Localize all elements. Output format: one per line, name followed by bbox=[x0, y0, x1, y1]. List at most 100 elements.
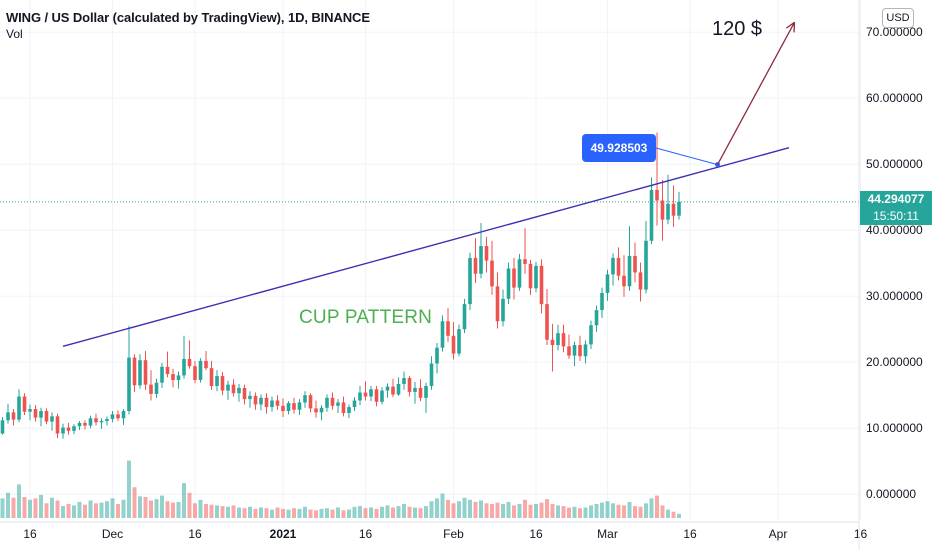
candle bbox=[440, 315, 445, 352]
candle-body bbox=[446, 321, 450, 336]
candle bbox=[286, 401, 291, 415]
volume-bar bbox=[440, 493, 445, 518]
volume-bar bbox=[418, 508, 423, 518]
candle-body bbox=[154, 382, 159, 394]
pattern-label[interactable]: CUP PATTERN bbox=[299, 307, 433, 328]
y-tick-label: 70.000000 bbox=[866, 25, 923, 39]
candle-body bbox=[374, 389, 379, 402]
volume-bar bbox=[424, 506, 428, 518]
target-label[interactable]: 120 $ bbox=[712, 18, 763, 40]
candle bbox=[413, 382, 417, 404]
candle bbox=[677, 191, 681, 220]
candle bbox=[11, 409, 16, 426]
candle bbox=[226, 380, 230, 400]
symbol-title: WING / US Dollar (calculated by TradingV… bbox=[6, 10, 370, 25]
volume-bar bbox=[160, 495, 164, 518]
currency-button[interactable]: USD bbox=[882, 8, 914, 28]
candle-body bbox=[545, 304, 549, 340]
candle bbox=[572, 341, 577, 367]
candle-body bbox=[171, 374, 175, 381]
volume-bar bbox=[457, 501, 461, 518]
volume-bar bbox=[193, 503, 197, 518]
volume-bar bbox=[292, 508, 296, 518]
volume-bar bbox=[17, 484, 21, 518]
candle-body bbox=[61, 427, 65, 434]
candle-body bbox=[451, 335, 456, 354]
candle-body bbox=[462, 304, 467, 330]
volume-bar bbox=[11, 497, 16, 518]
candle bbox=[83, 420, 87, 430]
volume-indicator-label[interactable]: Vol bbox=[6, 27, 23, 41]
candle bbox=[242, 384, 247, 405]
volume-bar bbox=[501, 504, 505, 518]
volume-bar bbox=[314, 510, 318, 518]
candle-body bbox=[671, 203, 676, 216]
candle bbox=[44, 408, 49, 425]
volume-bar bbox=[512, 505, 516, 518]
x-tick-label: 2021 bbox=[270, 527, 297, 541]
x-tick-label: Mar bbox=[597, 527, 618, 541]
candle-body bbox=[143, 360, 148, 385]
x-tick-label: 16 bbox=[683, 527, 697, 541]
candle-body bbox=[627, 255, 632, 287]
callout-leader bbox=[655, 147, 718, 166]
candle-body bbox=[655, 189, 659, 201]
candle-body bbox=[0, 420, 5, 434]
candle bbox=[116, 410, 120, 421]
candle bbox=[402, 371, 406, 390]
volume-bar bbox=[341, 510, 346, 518]
volume-bar bbox=[391, 507, 395, 518]
volume-bar bbox=[451, 503, 456, 518]
volume-bar bbox=[215, 505, 219, 518]
candle bbox=[182, 335, 186, 379]
volume-bar bbox=[121, 499, 126, 518]
volume-bar bbox=[83, 504, 87, 518]
candle-body bbox=[66, 427, 71, 431]
candle-body bbox=[589, 325, 593, 345]
candle bbox=[127, 325, 131, 415]
volume-bar bbox=[622, 505, 626, 518]
candle-body bbox=[418, 387, 423, 398]
candle bbox=[451, 321, 456, 360]
candle bbox=[347, 404, 351, 419]
volume-bar bbox=[182, 483, 186, 518]
candle bbox=[231, 379, 236, 397]
volume-bar bbox=[99, 502, 104, 518]
volume-bar bbox=[237, 507, 241, 518]
candle bbox=[237, 383, 241, 402]
volume-bar bbox=[407, 506, 412, 518]
volume-bar bbox=[44, 503, 49, 518]
candle-body bbox=[633, 255, 637, 273]
price-callout[interactable]: 49.928503 bbox=[582, 134, 656, 162]
candle-body bbox=[77, 422, 82, 427]
candle-body bbox=[572, 345, 577, 356]
x-tick-label: 16 bbox=[359, 527, 373, 541]
volume-bar bbox=[22, 497, 27, 518]
candle bbox=[638, 262, 643, 302]
candles bbox=[0, 132, 681, 439]
candle-body bbox=[325, 397, 329, 408]
candle bbox=[319, 405, 324, 421]
candle bbox=[330, 392, 335, 410]
volume-bar bbox=[231, 505, 236, 518]
candle-body bbox=[116, 414, 120, 419]
candle bbox=[187, 340, 192, 369]
volume-bar bbox=[226, 506, 230, 518]
candle-body bbox=[165, 366, 170, 375]
candle bbox=[220, 372, 225, 396]
volume-bar bbox=[330, 509, 335, 518]
volume-bar bbox=[308, 509, 313, 518]
volume-bar bbox=[550, 504, 555, 518]
candle bbox=[385, 383, 390, 398]
volume-bar bbox=[110, 498, 115, 518]
candle-body bbox=[347, 407, 351, 414]
volume-bar bbox=[413, 507, 417, 518]
volume-bar bbox=[490, 504, 494, 518]
candle-body bbox=[512, 268, 516, 288]
volume-bar bbox=[286, 509, 291, 518]
volume-bar bbox=[33, 498, 38, 518]
volume-bar bbox=[352, 506, 357, 518]
candle-body bbox=[138, 360, 142, 386]
candle bbox=[495, 272, 500, 329]
